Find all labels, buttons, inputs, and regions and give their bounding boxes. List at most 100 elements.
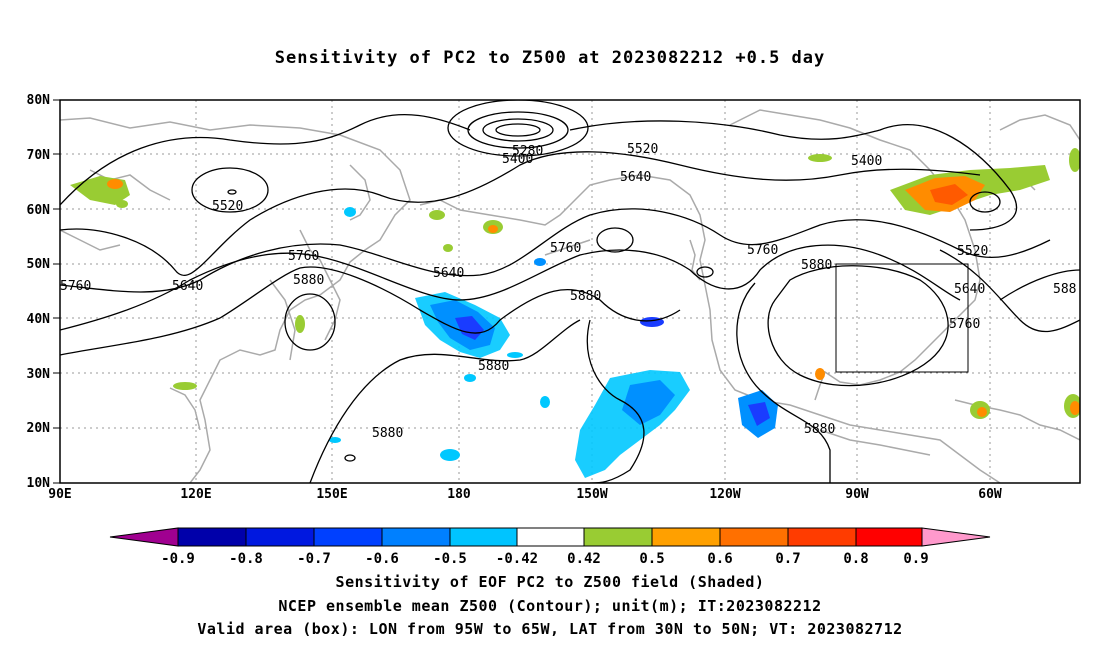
negative-sensitivity-spot (534, 258, 546, 266)
colorbar (109, 527, 991, 547)
positive-sensitivity-spot (815, 368, 825, 380)
sensitivity-shading (70, 148, 1080, 478)
colorbar-label: -0.6 (365, 551, 399, 567)
positive-sensitivity-spot (488, 225, 498, 233)
colorbar-label: -0.9 (161, 551, 195, 567)
contour-label: 5640 (433, 266, 464, 281)
positive-sensitivity-spot (1070, 401, 1080, 415)
colorbar-label: -0.8 (229, 551, 263, 567)
contour-label: 5880 (293, 273, 324, 288)
colorbar-label: 0.6 (707, 551, 732, 567)
positive-sensitivity-core (107, 179, 123, 189)
map-figure: 5280 5400 5520 5640 5400 5520 5640 5760 … (27, 93, 1081, 567)
lon-label: 90W (845, 487, 869, 502)
lat-label: 70N (27, 148, 51, 163)
negative-sensitivity-spot (464, 374, 476, 382)
contour-label: 5880 (478, 359, 509, 374)
colorbar-label: 0.8 (843, 551, 868, 567)
colorbar-high-arrow (921, 527, 991, 547)
lon-label: 180 (447, 487, 471, 502)
lon-label: 90E (48, 487, 71, 502)
lon-label: 120E (180, 487, 211, 502)
caption-contour: NCEP ensemble mean Z500 (Contour); unit(… (278, 597, 822, 615)
lat-label: 10N (27, 476, 51, 491)
contour-label: 5400 (851, 154, 882, 169)
colorbar-segment (719, 527, 789, 547)
colorbar-low-arrow (109, 527, 179, 547)
lat-label: 20N (27, 421, 51, 436)
contour-label: 588 (1053, 282, 1076, 297)
colorbar-segment (651, 527, 721, 547)
colorbar-label: -0.5 (433, 551, 467, 567)
valid-area-box (835, 263, 969, 373)
colorbar-segment (177, 527, 247, 547)
negative-sensitivity-core (622, 380, 675, 425)
colorbar-label: 0.9 (903, 551, 928, 567)
negative-sensitivity-spot (507, 352, 523, 358)
negative-sensitivity-spot (440, 449, 460, 461)
colorbar-label: -0.42 (496, 551, 538, 567)
positive-sensitivity-spot (977, 407, 987, 417)
chart-title: Sensitivity of PC2 to Z500 at 2023082212… (274, 48, 826, 68)
contour-label: 5760 (60, 279, 91, 294)
colorbar-segment (245, 527, 315, 547)
negative-sensitivity-spot (344, 207, 356, 217)
contour-label: 5760 (550, 241, 581, 256)
caption-valid-area: Valid area (box): LON from 95W to 65W, L… (197, 620, 903, 638)
colorbar-segment (787, 527, 857, 547)
colorbar-segment (583, 527, 653, 547)
contour-labels: 5280 5400 5520 5640 5400 5520 5640 5760 … (60, 142, 1076, 441)
negative-sensitivity-spot (329, 437, 341, 443)
negative-sensitivity-spot (540, 396, 550, 408)
positive-sensitivity-spot (1069, 148, 1080, 172)
contour-label: 5520 (627, 142, 658, 157)
lon-label: 60W (978, 487, 1002, 502)
lon-label: 150W (576, 487, 607, 502)
colorbar-label: 0.42 (567, 551, 601, 567)
contour-label: 5880 (372, 426, 403, 441)
positive-sensitivity-spot (295, 315, 305, 333)
positive-sensitivity-spot (173, 382, 197, 390)
contour-label: 5520 (212, 199, 243, 214)
colorbar-segment (855, 527, 923, 547)
negative-sensitivity-peak (748, 402, 770, 426)
z500-contours (60, 100, 1080, 483)
contour-label: 5400 (502, 152, 533, 167)
colorbar-label: 0.7 (775, 551, 800, 567)
lat-label: 40N (27, 312, 51, 327)
negative-sensitivity-peak (455, 316, 484, 340)
colorbar-segment (449, 527, 518, 547)
contour-label: 5640 (620, 170, 651, 185)
colorbar-label: -0.7 (297, 551, 331, 567)
colorbar-label: 0.5 (639, 551, 664, 567)
lon-labels: 90E 120E 150E 180 150W 120W 90W 60W (48, 487, 1002, 502)
positive-sensitivity-spot (808, 154, 832, 162)
positive-sensitivity-spot (443, 244, 453, 252)
positive-sensitivity-spot (116, 200, 128, 208)
contour-label: 5760 (949, 317, 980, 332)
colorbar-labels: -0.9 -0.8 -0.7 -0.6 -0.5 -0.42 0.42 0.5 … (161, 551, 929, 567)
lat-label: 50N (27, 257, 51, 272)
lat-label: 60N (27, 203, 51, 218)
contour-label: 5880 (804, 422, 835, 437)
lat-labels: 80N 70N 60N 50N 40N 30N 20N 10N (27, 93, 51, 491)
caption-shading: Sensitivity of EOF PC2 to Z500 field (Sh… (335, 573, 765, 591)
positive-sensitivity-spot (429, 210, 445, 220)
colorbar-segment (313, 527, 383, 547)
colorbar-segment (516, 527, 585, 547)
lat-label: 30N (27, 367, 51, 382)
lat-label: 80N (27, 93, 51, 108)
contour-label: 5760 (747, 243, 778, 258)
contour-label: 5640 (954, 282, 985, 297)
contour-label: 5640 (172, 279, 203, 294)
contour-label: 5520 (957, 244, 988, 259)
lon-label: 150E (316, 487, 347, 502)
positive-sensitivity-peak (930, 184, 968, 205)
contour-label: 5280 (512, 144, 543, 159)
contour-label: 5760 (288, 249, 319, 264)
lon-label: 120W (709, 487, 740, 502)
contour-label: 5880 (801, 258, 832, 273)
colorbar-segment (381, 527, 451, 547)
map-frame (60, 100, 1080, 483)
contour-label: 5880 (570, 289, 601, 304)
